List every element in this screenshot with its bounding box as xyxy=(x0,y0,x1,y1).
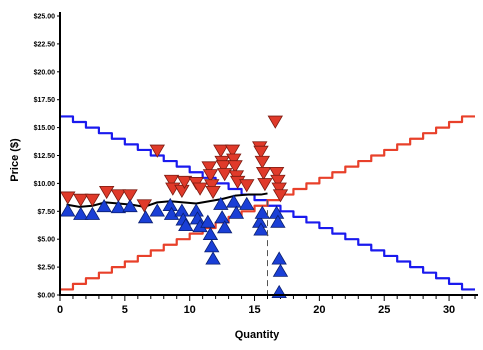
y-axis-label: Price ($) xyxy=(9,138,21,182)
y-tick-label: $22.50 xyxy=(34,41,56,48)
ask-marker xyxy=(271,182,287,196)
bid-marker xyxy=(200,214,216,228)
x-tick-label: 25 xyxy=(378,304,390,316)
bid-marker xyxy=(162,197,178,211)
x-tick-labels: 0 5 10 15 20 25 30 xyxy=(57,304,455,316)
marker-layer xyxy=(60,115,289,299)
bid-marker xyxy=(226,194,242,208)
ask-marker xyxy=(149,144,165,158)
bid-marker xyxy=(228,205,245,219)
ask-marker xyxy=(110,189,127,203)
ask-marker xyxy=(201,161,217,175)
ask-marker xyxy=(224,144,241,158)
y-tick-label: $25.00 xyxy=(34,14,56,21)
bid-marker xyxy=(213,196,229,210)
ask-marker xyxy=(60,191,76,205)
bid-marker xyxy=(60,203,76,217)
ask-marker xyxy=(122,189,138,203)
x-axis-label: Quantity xyxy=(235,329,280,341)
x-tick-label: 0 xyxy=(57,304,63,316)
bid-marker xyxy=(214,210,230,224)
bid-marker xyxy=(137,210,154,224)
ask-marker xyxy=(205,185,221,200)
ask-marker xyxy=(226,153,242,167)
ask-marker xyxy=(272,189,289,203)
bid-marker xyxy=(202,226,219,240)
ask-marker xyxy=(84,193,101,207)
y-tick-label: $20.00 xyxy=(34,69,56,76)
x-tick-label: 5 xyxy=(122,304,128,316)
ask-marker xyxy=(217,168,233,182)
bid-marker xyxy=(271,251,287,265)
bid-marker xyxy=(122,198,138,213)
bid-marker xyxy=(149,203,165,217)
bid-marker xyxy=(205,251,221,265)
ask-marker xyxy=(163,174,180,188)
ask-marker xyxy=(257,178,273,192)
ask-marker xyxy=(174,184,190,198)
bid-marker xyxy=(253,222,269,236)
ask-marker xyxy=(215,160,232,174)
y-tick-label: $2.50 xyxy=(37,265,55,272)
y-tick-label: $12.50 xyxy=(34,153,56,160)
ask-marker xyxy=(136,199,152,213)
ask-marker xyxy=(98,185,115,200)
ask-marker xyxy=(73,193,89,207)
bid-marker xyxy=(217,220,233,234)
bid-marker xyxy=(178,217,194,232)
ask-marker xyxy=(192,182,208,196)
bid-marker xyxy=(110,200,127,214)
ask-marker xyxy=(254,155,271,169)
x-tick-label: 15 xyxy=(248,304,260,316)
bid-marker xyxy=(73,206,89,220)
ask-marker xyxy=(227,160,243,174)
bid-marker xyxy=(84,206,101,220)
ask-marker xyxy=(202,169,219,183)
ask-marker xyxy=(176,175,193,190)
y-tick-labels: $0.00 $2.50 $5.00 $7.50 $10.00 $12.50 $15.00 $1… xyxy=(34,14,56,300)
bid-marker xyxy=(254,205,271,219)
ask-marker xyxy=(213,144,229,158)
y-tick-label: $10.00 xyxy=(34,181,56,188)
y-tick-label: $15.00 xyxy=(34,125,56,132)
y-tick-label: $0.00 xyxy=(37,293,55,300)
ask-marker xyxy=(268,167,285,181)
bid-marker xyxy=(204,239,220,253)
ask-marker xyxy=(253,145,269,159)
bid-marker xyxy=(96,198,112,213)
ask-marker xyxy=(204,179,220,193)
ask-marker xyxy=(267,115,283,129)
x-tick-label: 10 xyxy=(184,304,196,316)
y-tick-label: $5.00 xyxy=(37,237,55,244)
bid-marker xyxy=(270,214,286,228)
y-tick-label: $17.50 xyxy=(34,97,56,104)
ask-marker xyxy=(239,179,255,193)
bid-marker xyxy=(272,263,289,277)
y-tick-label: $7.50 xyxy=(37,209,55,216)
x-tick-label: 20 xyxy=(313,304,325,316)
ask-marker xyxy=(255,167,272,181)
x-tick-label: 30 xyxy=(443,304,455,316)
bid-marker xyxy=(239,196,255,210)
ask-marker xyxy=(270,174,286,188)
